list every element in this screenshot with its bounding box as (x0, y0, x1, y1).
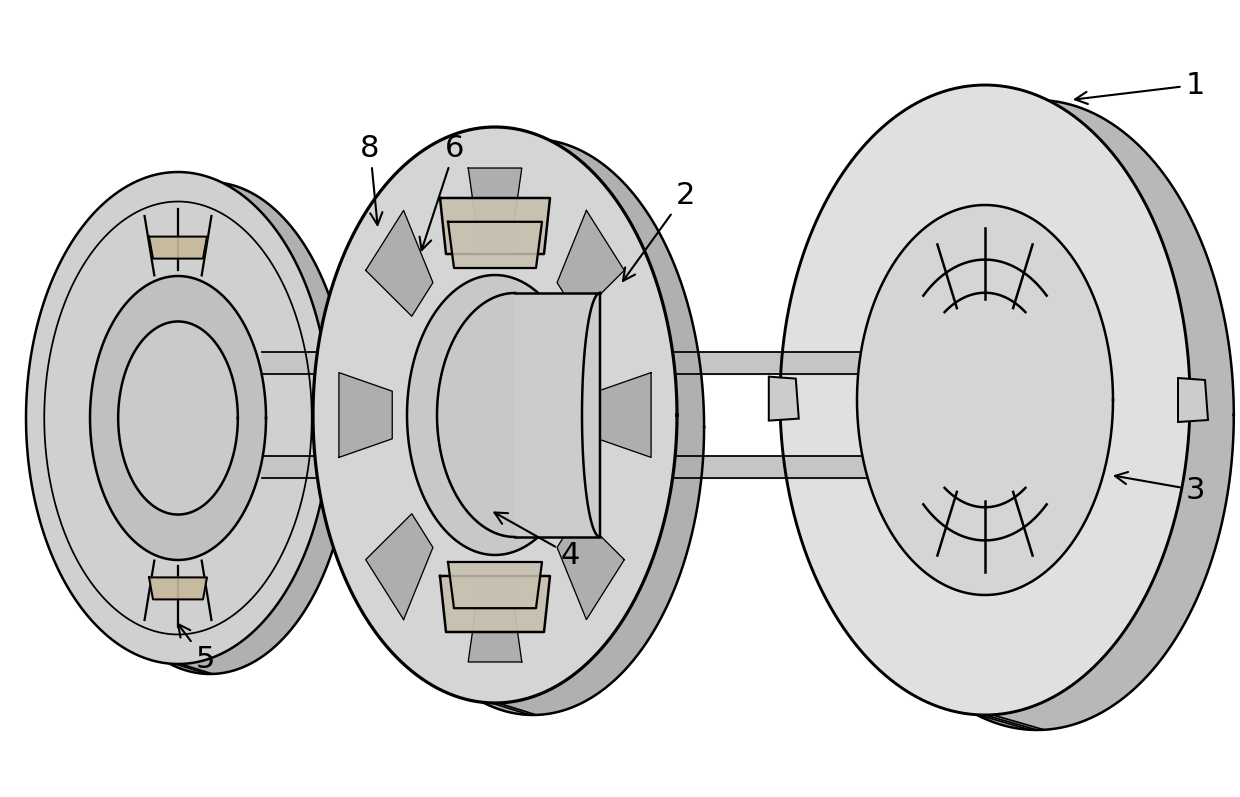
Text: 2: 2 (622, 180, 694, 281)
Polygon shape (440, 198, 551, 254)
Polygon shape (149, 577, 207, 599)
Polygon shape (366, 514, 433, 619)
Polygon shape (366, 210, 433, 316)
Polygon shape (339, 373, 392, 457)
Polygon shape (68, 182, 351, 674)
Text: 1: 1 (1075, 70, 1205, 104)
Polygon shape (469, 579, 522, 662)
Polygon shape (312, 127, 677, 703)
Text: 3: 3 (1115, 472, 1205, 505)
Text: 5: 5 (179, 624, 215, 674)
Polygon shape (469, 168, 522, 252)
Polygon shape (149, 237, 207, 258)
Polygon shape (262, 352, 595, 374)
Polygon shape (515, 293, 600, 537)
Polygon shape (362, 139, 704, 715)
Polygon shape (598, 373, 651, 457)
Polygon shape (262, 456, 595, 478)
Polygon shape (780, 85, 1190, 715)
Polygon shape (1178, 378, 1208, 422)
Polygon shape (557, 514, 624, 619)
Polygon shape (91, 276, 267, 560)
Text: 8: 8 (361, 134, 382, 225)
Polygon shape (769, 377, 799, 421)
Text: 6: 6 (419, 134, 465, 250)
Polygon shape (857, 205, 1114, 595)
Polygon shape (118, 321, 238, 515)
Polygon shape (448, 562, 542, 608)
Polygon shape (407, 275, 583, 555)
Polygon shape (448, 222, 542, 268)
Text: 4: 4 (495, 512, 579, 570)
Polygon shape (26, 172, 330, 664)
Polygon shape (440, 576, 551, 632)
Polygon shape (436, 293, 515, 537)
Polygon shape (841, 100, 1234, 730)
Polygon shape (557, 210, 624, 316)
Polygon shape (595, 456, 893, 478)
Polygon shape (595, 352, 893, 374)
